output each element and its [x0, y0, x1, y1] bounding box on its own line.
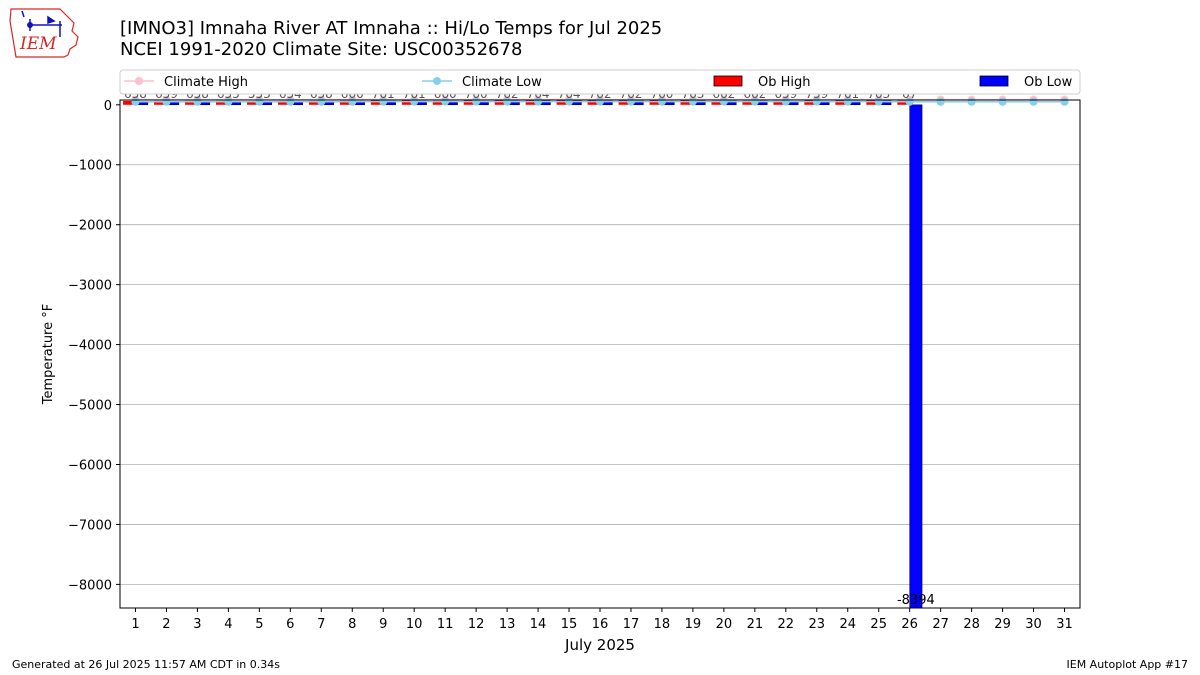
- x-tick-label: 27: [932, 617, 949, 632]
- y-tick-label: −1000: [68, 159, 112, 174]
- x-tick-label: 28: [963, 617, 980, 632]
- ob-high-bar: [308, 100, 322, 105]
- x-axis-label: July 2025: [564, 636, 635, 654]
- ob-high-bar: [525, 100, 539, 105]
- legend-marker-1: [135, 77, 143, 85]
- climate-low-point: [967, 97, 976, 106]
- ob-low-bar: [909, 104, 923, 609]
- ob-high-bar: [742, 100, 755, 105]
- ob-high-bar: [680, 100, 693, 105]
- climate-low-point: [936, 97, 945, 106]
- x-tick-label: 25: [870, 617, 887, 632]
- legend-label-4: Ob Low: [1024, 75, 1073, 90]
- ob-high-bar: [866, 100, 879, 105]
- x-tick-label: 14: [530, 617, 547, 632]
- ob-high-bar: [463, 100, 477, 105]
- ob-high-bar: [370, 100, 384, 105]
- legend-box: [119, 69, 1081, 95]
- x-tick-label: 26: [901, 617, 918, 632]
- ob-high-bar: [556, 100, 570, 105]
- title-line-1: [IMNO3] Imnaha River AT Imnaha :: Hi/Lo …: [120, 18, 663, 39]
- y-tick-label: −3000: [68, 279, 112, 294]
- y-tick-label: −4000: [68, 339, 112, 354]
- x-tick-label: 12: [468, 617, 485, 632]
- ob-high-bar: [835, 100, 848, 105]
- legend-swatch-3: [713, 75, 743, 87]
- title-line-2: NCEI 1991-2020 Climate Site: USC00352678: [120, 39, 523, 60]
- ob-low-value-label: -8394: [897, 593, 935, 608]
- x-tick-label: 10: [406, 617, 423, 632]
- x-tick-label: 5: [255, 617, 263, 632]
- ob-high-bar: [339, 100, 353, 105]
- x-tick-label: 11: [437, 617, 454, 632]
- y-tick-label: 0: [104, 99, 112, 114]
- legend-label-2: Climate Low: [462, 75, 542, 90]
- x-tick-label: 15: [561, 617, 578, 632]
- x-tick-label: 31: [1056, 617, 1073, 632]
- iem-logo: IEM: [9, 8, 79, 58]
- ob-high-bar: [649, 100, 662, 105]
- x-tick-label: 21: [747, 617, 764, 632]
- iem-logo-text: IEM: [19, 34, 57, 54]
- x-tick-label: 23: [809, 617, 826, 632]
- x-tick-label: 3: [193, 617, 201, 632]
- x-tick-label: 16: [592, 617, 609, 632]
- ob-high-bar: [277, 100, 291, 105]
- legend-marker-2: [433, 77, 441, 85]
- climate-low-point: [1029, 97, 1038, 106]
- x-tick-label: 13: [499, 617, 516, 632]
- x-tick-label: 8: [348, 617, 356, 632]
- climate-low-point: [1060, 97, 1069, 106]
- x-tick-label: 18: [654, 617, 671, 632]
- y-axis-label: Temperature °F: [41, 304, 56, 405]
- climate-low-point: [998, 97, 1007, 106]
- generated-timestamp: Generated at 26 Jul 2025 11:57 AM CDT in…: [12, 658, 280, 671]
- y-tick-label: −6000: [68, 458, 112, 473]
- x-tick-label: 6: [286, 617, 294, 632]
- iowa-outline-icon: [9, 8, 79, 58]
- x-tick-label: 9: [379, 617, 387, 632]
- ob-high-bar: [401, 100, 415, 105]
- x-tick-label: 22: [778, 617, 795, 632]
- y-tick-label: −2000: [68, 219, 112, 234]
- x-tick-label: 1: [131, 617, 139, 632]
- ob-high-bar: [897, 100, 910, 105]
- x-tick-label: 4: [224, 617, 232, 632]
- x-tick-label: 17: [623, 617, 640, 632]
- legend-label-3: Ob High: [758, 75, 811, 90]
- ob-high-bar: [618, 100, 631, 105]
- legend-label-1: Climate High: [164, 75, 248, 90]
- ob-high-bar: [494, 100, 508, 105]
- chart-title: [IMNO3] Imnaha River AT Imnaha :: Hi/Lo …: [120, 18, 662, 60]
- ob-high-bar: [432, 100, 446, 105]
- x-tick-label: 20: [716, 617, 733, 632]
- y-tick-label: −5000: [68, 399, 112, 414]
- y-tick-label: −8000: [68, 578, 112, 593]
- x-tick-label: 7: [317, 617, 325, 632]
- ob-high-bar: [773, 100, 786, 105]
- weather-station-icon: [21, 10, 62, 37]
- ob-high-bar: [123, 100, 136, 105]
- x-tick-label: 30: [1025, 617, 1042, 632]
- ob-high-bar: [711, 100, 724, 105]
- x-tick-label: 29: [994, 617, 1011, 632]
- x-tick-label: 2: [162, 617, 170, 632]
- app-id: IEM Autoplot App #17: [1066, 658, 1189, 671]
- y-tick-label: −7000: [68, 518, 112, 533]
- plot-frame: [119, 99, 1081, 609]
- ob-high-bar: [246, 101, 260, 105]
- ob-high-bar: [587, 100, 600, 105]
- ob-high-bar: [804, 100, 817, 105]
- ob-high-bar: [216, 100, 229, 105]
- x-tick-label: 24: [839, 617, 856, 632]
- legend-swatch-4: [979, 75, 1009, 87]
- ob-high-bar: [185, 100, 198, 105]
- ob-high-bar: [154, 100, 167, 105]
- x-tick-label: 19: [685, 617, 702, 632]
